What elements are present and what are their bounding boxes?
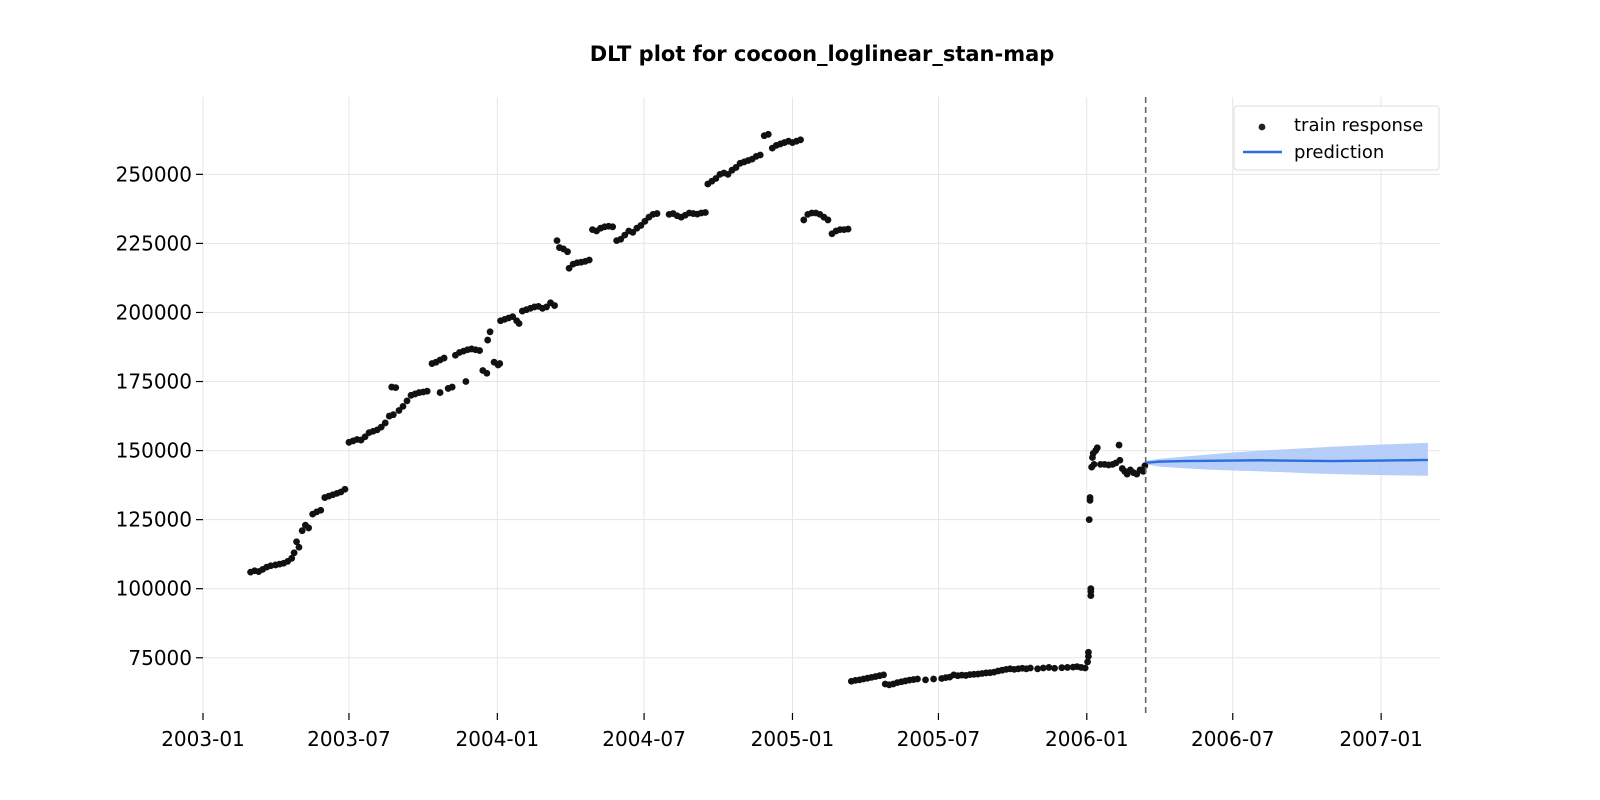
train-response-point bbox=[298, 527, 306, 535]
y-tick-label: 150000 bbox=[116, 439, 192, 463]
legend-box bbox=[1233, 105, 1440, 171]
train-response-point bbox=[1141, 462, 1149, 470]
train-response-point bbox=[476, 347, 483, 354]
train-response-point bbox=[1084, 658, 1092, 666]
train-response-point bbox=[392, 384, 400, 391]
train-response-point bbox=[1085, 516, 1093, 524]
train-response-point bbox=[1085, 648, 1092, 656]
train-response-point bbox=[1086, 494, 1094, 501]
train-response-point bbox=[305, 524, 313, 532]
train-response-point bbox=[483, 369, 491, 377]
x-tick-label: 2004-07 bbox=[602, 727, 686, 751]
train-response-point bbox=[800, 216, 808, 224]
legend-label: train response bbox=[1294, 115, 1423, 136]
y-tick-label: 100000 bbox=[116, 577, 192, 601]
train-response-point bbox=[389, 411, 397, 419]
y-tick-label: 175000 bbox=[116, 370, 192, 394]
axes: 75000 100000 125000 150000 175000 200000 22500… bbox=[116, 97, 1423, 751]
train-response-point bbox=[288, 554, 296, 562]
train-response-point bbox=[701, 209, 709, 216]
train-response-point bbox=[1051, 664, 1058, 672]
train-response-point bbox=[515, 320, 523, 327]
x-tick-label: 2005-07 bbox=[897, 727, 981, 751]
train-response-point bbox=[486, 328, 494, 336]
train-response-point bbox=[1090, 460, 1098, 468]
x-tick-label: 2003-01 bbox=[161, 727, 245, 751]
train-response-point bbox=[1045, 664, 1053, 671]
train-response-point bbox=[1116, 456, 1124, 464]
train-response-point bbox=[844, 225, 852, 233]
train-response-point bbox=[1064, 664, 1071, 671]
train-response-point bbox=[764, 130, 772, 138]
train-response-point bbox=[1039, 664, 1047, 672]
train-response-point bbox=[551, 302, 558, 309]
x-tick-label: 2006-01 bbox=[1045, 727, 1129, 751]
train-response-point bbox=[1034, 665, 1042, 673]
train-response-point bbox=[423, 387, 431, 395]
prediction-line bbox=[1146, 458, 1428, 464]
x-tick-label: 2005-01 bbox=[751, 727, 835, 751]
train-response-point bbox=[756, 151, 764, 159]
train-response-point bbox=[399, 402, 407, 410]
prediction-band bbox=[1146, 442, 1428, 476]
train-response-point bbox=[403, 397, 411, 405]
train-response-point bbox=[1093, 444, 1101, 452]
train-response-point bbox=[381, 419, 389, 427]
train-response-point bbox=[1058, 664, 1066, 672]
x-tick-label: 2003-07 bbox=[307, 727, 391, 751]
train-response-point bbox=[293, 538, 300, 546]
train-response-point bbox=[448, 383, 456, 391]
x-tick-label: 2006-07 bbox=[1191, 727, 1275, 751]
train-response-point bbox=[295, 543, 303, 551]
x-tick-label: 2007-01 bbox=[1339, 727, 1423, 751]
train-response-point bbox=[653, 210, 661, 217]
legend-marker-dot bbox=[1258, 123, 1266, 131]
train-response-point bbox=[496, 360, 504, 367]
y-tick-label: 200000 bbox=[116, 300, 192, 324]
train-response-point bbox=[341, 485, 349, 493]
train-response-point bbox=[824, 216, 832, 224]
train-response-points bbox=[247, 130, 1149, 689]
train-response-point bbox=[1087, 588, 1095, 595]
train-response-point bbox=[585, 256, 593, 264]
y-tick-label: 250000 bbox=[116, 162, 192, 186]
train-response-point bbox=[440, 354, 448, 362]
train-response-point bbox=[436, 389, 444, 396]
train-response-point bbox=[317, 506, 325, 514]
y-tick-label: 125000 bbox=[116, 508, 192, 532]
train-response-point bbox=[914, 675, 921, 683]
train-response-point bbox=[484, 336, 492, 344]
train-response-point bbox=[462, 378, 470, 385]
train-response-point bbox=[564, 248, 571, 256]
prediction-line-group bbox=[1146, 458, 1428, 464]
train-response-point bbox=[1081, 664, 1089, 672]
train-response-point bbox=[797, 136, 804, 144]
train-response-point bbox=[930, 675, 937, 683]
train-response-point bbox=[922, 676, 929, 684]
grid bbox=[202, 97, 1440, 713]
train-response-point bbox=[553, 237, 561, 245]
y-tick-label: 225000 bbox=[116, 231, 192, 255]
train-response-point bbox=[1115, 441, 1123, 449]
x-tick-label: 2004-01 bbox=[456, 727, 540, 751]
y-tick-label: 75000 bbox=[128, 646, 192, 670]
train-response-point bbox=[609, 223, 617, 231]
train-response-point bbox=[880, 671, 887, 679]
legend: train response prediction bbox=[1233, 105, 1440, 171]
train-response-point bbox=[290, 549, 298, 557]
train-response-point bbox=[1026, 664, 1034, 672]
prediction-interval bbox=[1146, 442, 1428, 476]
legend-label: prediction bbox=[1294, 142, 1384, 163]
chart-title: DLT plot for cocoon_loglinear_stan-map bbox=[590, 42, 1055, 66]
